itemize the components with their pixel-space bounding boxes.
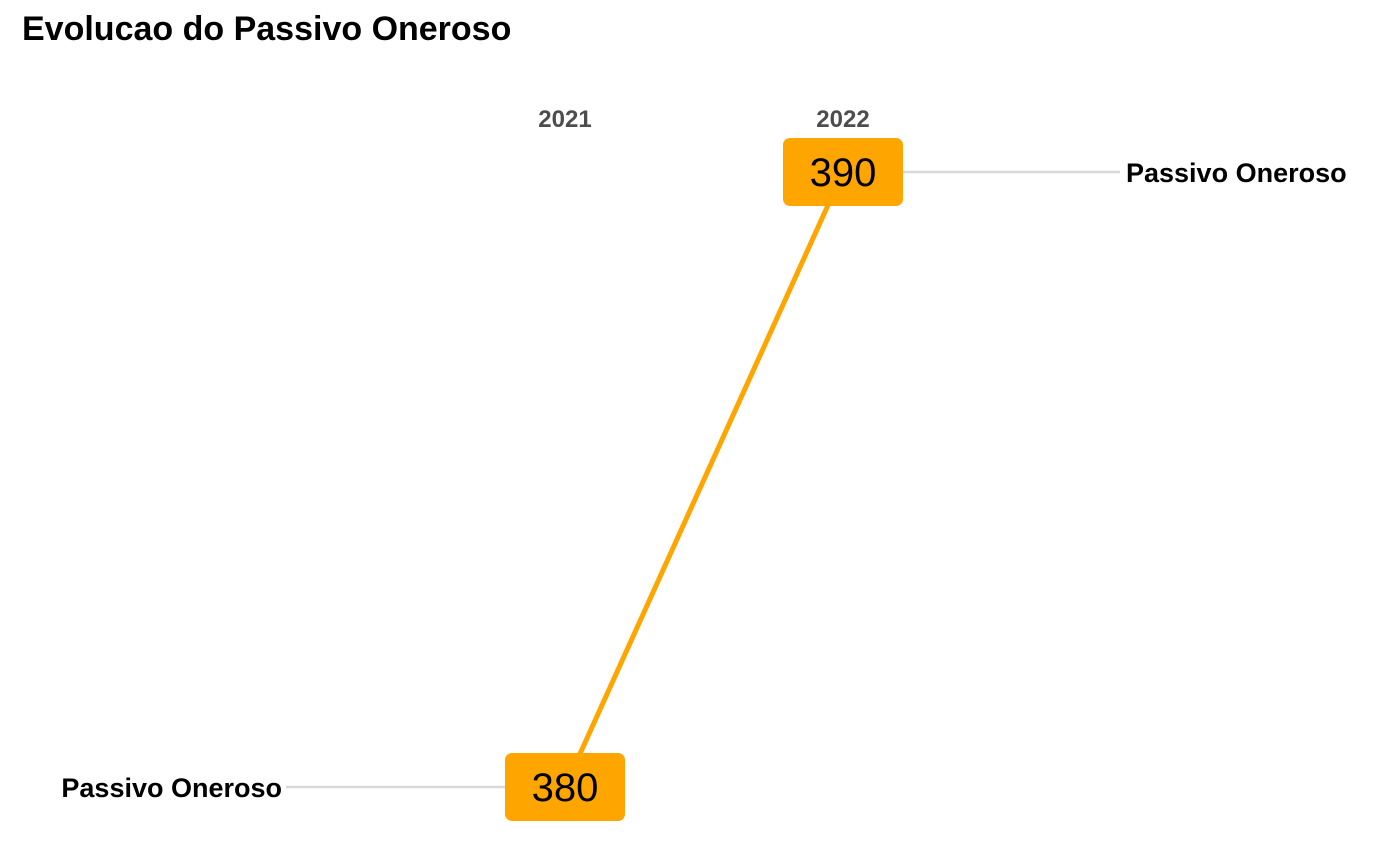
series-label-left: Passivo Oneroso	[61, 773, 282, 803]
value-boxes-layer	[505, 138, 903, 821]
year-label-2022: 2022	[816, 106, 869, 133]
value-box-2021	[505, 753, 625, 821]
series-lines-layer	[562, 170, 846, 789]
value-box-2022	[783, 138, 903, 206]
series-label-right: Passivo Oneroso	[1126, 158, 1347, 188]
labels-layer: 2021 2022 380 390 Passivo Oneroso Passivo One…	[61, 106, 1346, 810]
value-label-2022: 390	[810, 151, 877, 195]
chart-title: Evolucao do Passivo Oneroso	[22, 10, 512, 48]
value-label-2021: 380	[532, 766, 599, 810]
year-label-2021: 2021	[538, 106, 591, 133]
series-line-0	[562, 170, 846, 789]
